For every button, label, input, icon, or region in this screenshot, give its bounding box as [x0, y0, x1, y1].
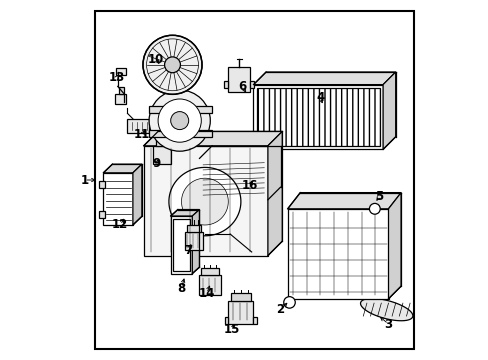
Text: 7: 7: [184, 244, 192, 257]
Text: 5: 5: [375, 190, 383, 203]
Polygon shape: [199, 275, 221, 295]
Polygon shape: [115, 94, 125, 104]
Polygon shape: [199, 158, 267, 200]
Text: 11: 11: [134, 129, 150, 141]
Polygon shape: [170, 216, 192, 274]
Polygon shape: [287, 209, 387, 299]
Text: 1: 1: [80, 174, 88, 186]
Text: 8: 8: [177, 282, 185, 294]
Text: 4: 4: [315, 91, 324, 104]
Text: 14: 14: [198, 287, 214, 300]
Text: 3: 3: [384, 318, 392, 330]
Polygon shape: [119, 87, 123, 94]
Polygon shape: [201, 268, 219, 275]
Text: 15: 15: [223, 323, 240, 336]
Circle shape: [170, 112, 188, 130]
Polygon shape: [103, 173, 133, 225]
Polygon shape: [185, 232, 203, 250]
Polygon shape: [181, 178, 228, 225]
Polygon shape: [267, 146, 280, 200]
Polygon shape: [224, 81, 228, 88]
Polygon shape: [228, 301, 253, 324]
Text: 6: 6: [238, 80, 246, 93]
Circle shape: [158, 99, 201, 142]
Polygon shape: [156, 139, 167, 146]
Polygon shape: [228, 67, 249, 92]
Polygon shape: [149, 106, 212, 113]
Polygon shape: [253, 317, 257, 324]
Polygon shape: [168, 167, 241, 236]
Polygon shape: [103, 164, 142, 173]
Text: 13: 13: [108, 71, 124, 84]
Polygon shape: [253, 72, 395, 85]
Text: 9: 9: [152, 157, 160, 170]
Polygon shape: [186, 225, 201, 232]
Text: 2: 2: [276, 303, 284, 316]
Polygon shape: [230, 293, 250, 301]
Circle shape: [368, 203, 380, 214]
Circle shape: [283, 297, 295, 308]
Text: 10: 10: [148, 53, 164, 66]
Polygon shape: [224, 317, 228, 324]
Polygon shape: [149, 130, 212, 137]
Polygon shape: [143, 146, 267, 256]
Polygon shape: [199, 146, 280, 158]
Text: 16: 16: [241, 179, 258, 192]
Text: 12: 12: [112, 219, 128, 231]
Circle shape: [142, 35, 202, 94]
Polygon shape: [360, 298, 412, 321]
Polygon shape: [170, 210, 199, 216]
Polygon shape: [99, 181, 104, 188]
Polygon shape: [143, 131, 282, 146]
Polygon shape: [267, 131, 282, 256]
Polygon shape: [115, 68, 126, 75]
Polygon shape: [127, 119, 149, 133]
Polygon shape: [133, 164, 142, 225]
Polygon shape: [387, 193, 400, 299]
Polygon shape: [95, 11, 413, 349]
Polygon shape: [249, 81, 254, 88]
Polygon shape: [173, 219, 189, 271]
Polygon shape: [192, 210, 199, 274]
Polygon shape: [382, 72, 395, 149]
Circle shape: [164, 57, 180, 73]
Circle shape: [149, 90, 210, 151]
Polygon shape: [152, 146, 170, 164]
Polygon shape: [287, 193, 400, 209]
Polygon shape: [257, 88, 379, 146]
Polygon shape: [99, 211, 104, 218]
